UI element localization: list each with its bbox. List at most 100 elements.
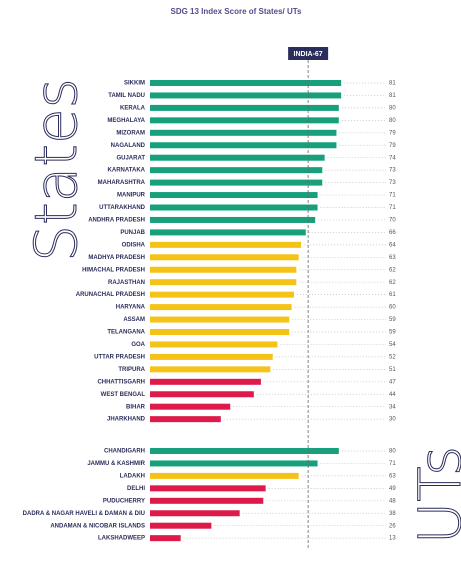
bar [150,353,273,360]
category-label: KARNATAKA [108,168,146,174]
bar [150,366,271,373]
bar [150,378,261,385]
bar [150,416,221,423]
value-label: 79 [389,130,396,136]
category-label: TELANGANA [107,330,145,336]
value-label: 73 [389,180,396,186]
category-label: SIKKIM [124,81,145,87]
value-label: 34 [389,404,396,410]
value-label: 30 [389,417,396,423]
bar [150,485,266,492]
category-label: LAKSHADWEEP [98,536,145,542]
category-label: HIMACHAL PRADESH [82,267,145,273]
value-label: 66 [389,230,396,236]
bar [150,316,290,323]
category-label: MADHYA PRADESH [88,255,145,261]
bar [150,535,181,542]
bar [150,179,323,186]
value-label: 38 [389,511,396,517]
bar [150,497,264,504]
value-label: 74 [389,155,396,161]
value-label: 71 [389,205,396,211]
value-label: 51 [389,367,396,373]
value-label: 71 [389,461,396,467]
reference-label: INDIA-67 [294,51,323,58]
category-label: ARUNACHAL PRADESH [76,292,145,298]
category-label: ANDHRA PRADESH [88,218,145,224]
category-label: TAMIL NADU [108,93,145,99]
category-label: GUJARAT [116,155,145,161]
value-label: 47 [389,379,396,385]
category-label: DELHI [127,486,145,492]
value-label: 63 [389,255,396,261]
bar [150,291,294,298]
group-label: UTs [406,446,461,545]
category-label: JHARKHAND [107,417,146,423]
value-label: 62 [389,280,396,286]
category-label: ODISHA [122,242,146,248]
bar [150,279,297,286]
bar [150,522,212,529]
bar [150,129,337,136]
category-label: UTTAR PRADESH [94,354,145,360]
value-label: 49 [389,486,396,492]
reference-box [288,47,329,60]
category-label: TRIPURA [118,367,145,373]
category-label: GOA [131,342,145,348]
group-label: States [22,78,90,262]
category-label: MEGHALAYA [107,118,145,124]
category-label: BIHAR [126,404,146,410]
bar [150,117,339,124]
category-label: ANDAMAN & NICOBAR ISLANDS [50,523,145,529]
bar [150,341,278,348]
value-label: 61 [389,292,396,298]
category-label: DADRA & NAGAR HAVELI & DAMAN & DIU [23,511,145,517]
category-label: NAGALAND [111,143,146,149]
category-label: PUNJAB [120,230,145,236]
bar [150,142,337,149]
bar [150,216,316,223]
bar [150,254,299,261]
bar [150,192,318,199]
value-label: 48 [389,498,396,504]
bar [150,448,339,454]
bar [150,167,323,174]
bar [150,92,342,99]
category-label: CHHATTISGARH [97,379,145,385]
value-label: 59 [389,330,396,336]
value-label: 79 [389,143,396,149]
value-label: 54 [389,342,396,348]
bar [150,329,290,335]
category-label: JAMMU & KASHMIR [87,461,145,467]
value-label: 73 [389,168,396,174]
category-label: UTTARAKHAND [99,205,146,211]
category-label: HARYANA [116,305,146,311]
value-label: 81 [389,93,396,99]
bar [150,241,302,248]
bar [150,204,318,211]
bar [150,304,292,311]
value-label: 62 [389,267,396,273]
value-label: 80 [389,449,396,455]
bar [150,460,318,467]
bar [150,472,299,479]
value-label: 44 [389,392,396,398]
bar [150,266,297,273]
category-label: MIZORAM [116,130,145,136]
value-label: 59 [389,317,396,323]
value-label: 60 [389,305,396,311]
value-label: 71 [389,193,396,199]
category-label: MAHARASHTRA [98,180,146,186]
category-label: LADAKH [120,473,145,479]
value-label: 70 [389,218,396,224]
value-label: 81 [389,81,396,87]
category-label: RAJASTHAN [108,280,145,286]
bar [150,403,231,410]
category-label: ASSAM [123,317,145,323]
category-label: WEST BENGAL [101,392,146,398]
bar [150,229,306,236]
bar [150,80,342,86]
bar [150,391,254,398]
value-label: 13 [389,536,396,542]
